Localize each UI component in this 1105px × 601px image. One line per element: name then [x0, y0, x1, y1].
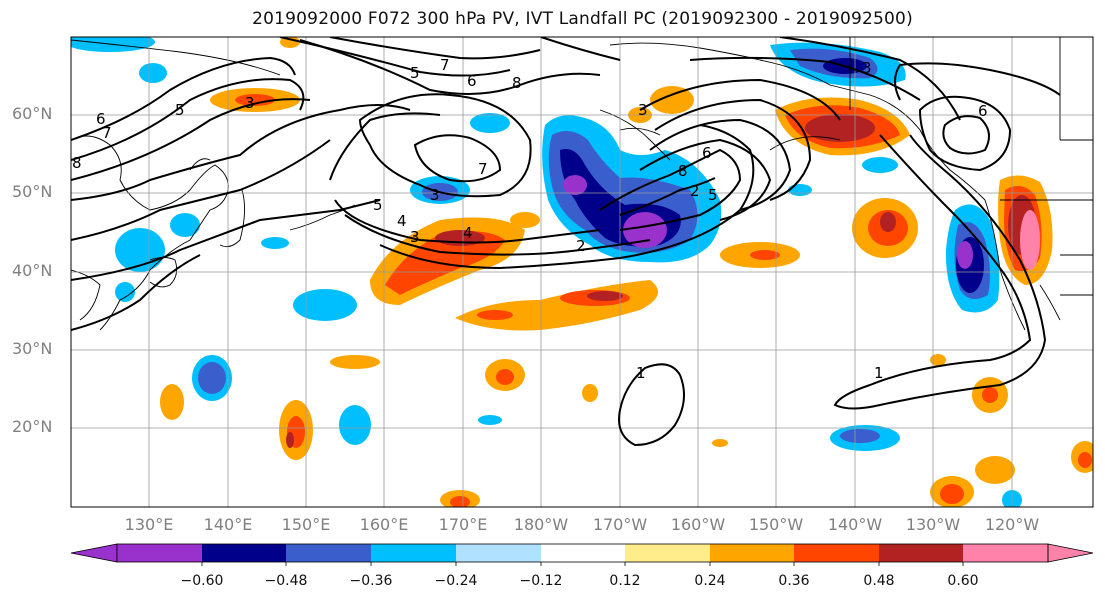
contour-label: 3 [410, 228, 420, 246]
contour-label: 6 [702, 144, 712, 162]
colorbar-tick-label: 0.60 [947, 573, 979, 589]
pv-shading [71, 37, 1093, 507]
contour-label: 1 [636, 364, 646, 382]
colorbar-tick-label: −0.60 [180, 573, 224, 589]
contour-label: 1 [874, 364, 884, 382]
contour-label: 8 [678, 162, 688, 180]
lat-label: 40°N [12, 261, 53, 280]
lon-label: 170°E [438, 515, 488, 534]
lon-label: 140°W [827, 515, 883, 534]
contour-label: 2 [576, 237, 586, 255]
contour-label: 7 [102, 124, 112, 142]
gridlines [71, 37, 1093, 507]
contour-label: 3 [638, 101, 648, 119]
lon-label: 180°W [513, 515, 569, 534]
lon-label: 150°E [281, 515, 331, 534]
contour-label: 7 [478, 160, 488, 178]
contour-label: 4 [463, 224, 473, 242]
map-frame [70, 36, 1094, 508]
contour-label: 7 [440, 56, 450, 74]
colorbar [70, 543, 1094, 566]
contour-label: 8 [72, 154, 82, 172]
pv-negative-blob [945, 204, 1000, 313]
contour-label: 3 [430, 186, 440, 204]
contour-label: 2 [690, 182, 700, 200]
lon-label: 170°W [592, 515, 648, 534]
contour-label: 6 [978, 102, 988, 120]
pv-negative-blob [542, 115, 722, 263]
lat-label: 20°N [12, 417, 53, 436]
pv-negative-blob [71, 37, 510, 445]
contour-label: 4 [397, 212, 407, 230]
lon-label: 120°W [984, 515, 1040, 534]
lon-label: 130°W [905, 515, 961, 534]
lon-label: 130°E [124, 515, 174, 534]
colorbar-tick-label: −0.48 [264, 573, 308, 589]
contour-label: 6 [467, 72, 477, 90]
colorbar-tick-label: 0.12 [609, 573, 641, 589]
contour-label: 6 [96, 110, 106, 128]
colorbar-tick-label: 0.48 [863, 573, 895, 589]
contour-label: 5 [410, 64, 420, 82]
contour-label: 5 [373, 196, 383, 214]
contour-label: 3 [245, 94, 255, 112]
colorbar-tick-label: 0.24 [694, 573, 726, 589]
lon-label: 160°E [359, 515, 409, 534]
colorbar-tick-label: −0.36 [349, 573, 393, 589]
lat-label: 50°N [12, 182, 53, 201]
colorbar-tick-label: −0.12 [519, 573, 563, 589]
lon-label: 150°W [748, 515, 804, 534]
lat-label: 30°N [12, 339, 53, 358]
colorbar-tick-label: −0.24 [434, 573, 478, 589]
contour-label: 5 [175, 101, 185, 119]
contour-labels: 6 7 8 5 3 7 6 5 8 3 7 5 4 3 4 2 3 8 6 5 … [72, 56, 988, 382]
lon-label: 140°E [203, 515, 253, 534]
colorbar-tick-label: 0.36 [778, 573, 810, 589]
contour-label: 3 [862, 59, 872, 77]
contour-label: 5 [708, 186, 718, 204]
lon-label: 160°W [670, 515, 726, 534]
map-title: 2019092000 F072 300 hPa PV, IVT Landfall… [252, 9, 913, 29]
ivt-contours [71, 37, 1061, 447]
contour-label: 8 [512, 74, 522, 92]
lat-label: 60°N [12, 104, 53, 123]
